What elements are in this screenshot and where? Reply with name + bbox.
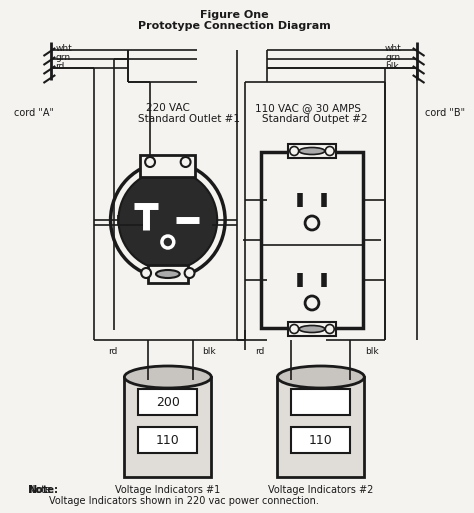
Text: Voltage Indicators #1: Voltage Indicators #1: [115, 485, 220, 495]
Circle shape: [110, 162, 225, 278]
Text: Standard Outlet #1: Standard Outlet #1: [138, 114, 240, 124]
Bar: [138, 427, 198, 453]
Ellipse shape: [156, 270, 180, 278]
Text: rd: rd: [255, 347, 264, 356]
Text: blk: blk: [365, 347, 379, 356]
Text: Voltage Indicators #2: Voltage Indicators #2: [268, 485, 374, 495]
Text: grn: grn: [385, 53, 400, 62]
Circle shape: [305, 216, 319, 230]
Ellipse shape: [277, 366, 365, 388]
Bar: [140, 155, 195, 177]
Circle shape: [181, 157, 191, 167]
Text: rd: rd: [109, 347, 118, 356]
Circle shape: [145, 157, 155, 167]
Circle shape: [325, 147, 334, 155]
Bar: [261, 152, 364, 328]
Text: 110: 110: [156, 433, 180, 446]
Bar: [288, 144, 336, 158]
Text: Note:: Note:: [27, 485, 58, 495]
Circle shape: [185, 268, 194, 278]
Text: 110: 110: [309, 433, 333, 446]
Text: Note:: Note:: [27, 485, 54, 495]
Text: 220 VAC: 220 VAC: [146, 103, 190, 113]
Bar: [291, 427, 350, 453]
Text: wht: wht: [55, 44, 72, 53]
Circle shape: [290, 147, 299, 155]
Text: rd: rd: [55, 62, 64, 71]
Text: Prototype Connection Diagram: Prototype Connection Diagram: [137, 21, 330, 31]
Bar: [277, 377, 365, 477]
Circle shape: [290, 325, 299, 333]
Circle shape: [305, 296, 319, 310]
Text: Standard Outpet #2: Standard Outpet #2: [262, 114, 367, 124]
Text: 110 VAC @ 30 AMPS: 110 VAC @ 30 AMPS: [255, 103, 361, 113]
Ellipse shape: [124, 366, 211, 388]
Bar: [288, 322, 336, 336]
Text: Figure One: Figure One: [200, 10, 268, 20]
Ellipse shape: [299, 148, 325, 154]
Text: blk: blk: [202, 347, 216, 356]
Bar: [291, 389, 350, 415]
Circle shape: [118, 170, 217, 270]
Text: 200: 200: [156, 396, 180, 408]
Text: blk: blk: [385, 62, 399, 71]
Bar: [138, 389, 198, 415]
Text: grn: grn: [55, 53, 71, 62]
Bar: [148, 265, 188, 283]
Text: cord "A": cord "A": [14, 108, 54, 118]
Circle shape: [162, 236, 174, 248]
Text: cord "B": cord "B": [425, 108, 465, 118]
Circle shape: [325, 325, 334, 333]
Text: Voltage Indicators shown in 220 vac power connection.: Voltage Indicators shown in 220 vac powe…: [49, 496, 319, 506]
Ellipse shape: [299, 326, 325, 332]
Bar: [124, 377, 211, 477]
Text: wht: wht: [385, 44, 402, 53]
Circle shape: [141, 268, 151, 278]
